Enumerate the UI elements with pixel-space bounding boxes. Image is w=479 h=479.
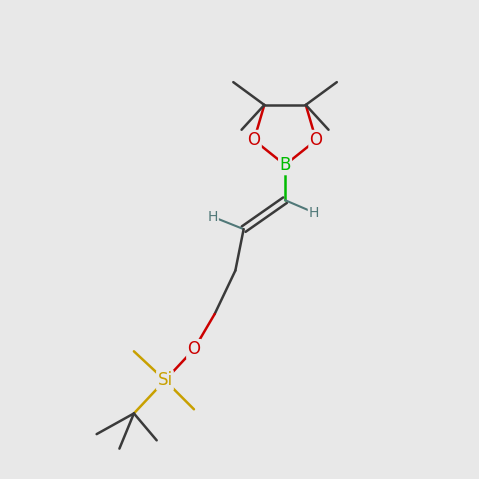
Text: O: O	[187, 340, 200, 358]
Text: B: B	[279, 156, 291, 174]
Text: O: O	[309, 131, 323, 149]
Text: H: H	[207, 210, 218, 224]
Text: Si: Si	[158, 371, 172, 389]
Text: H: H	[309, 205, 319, 219]
Text: O: O	[248, 131, 261, 149]
